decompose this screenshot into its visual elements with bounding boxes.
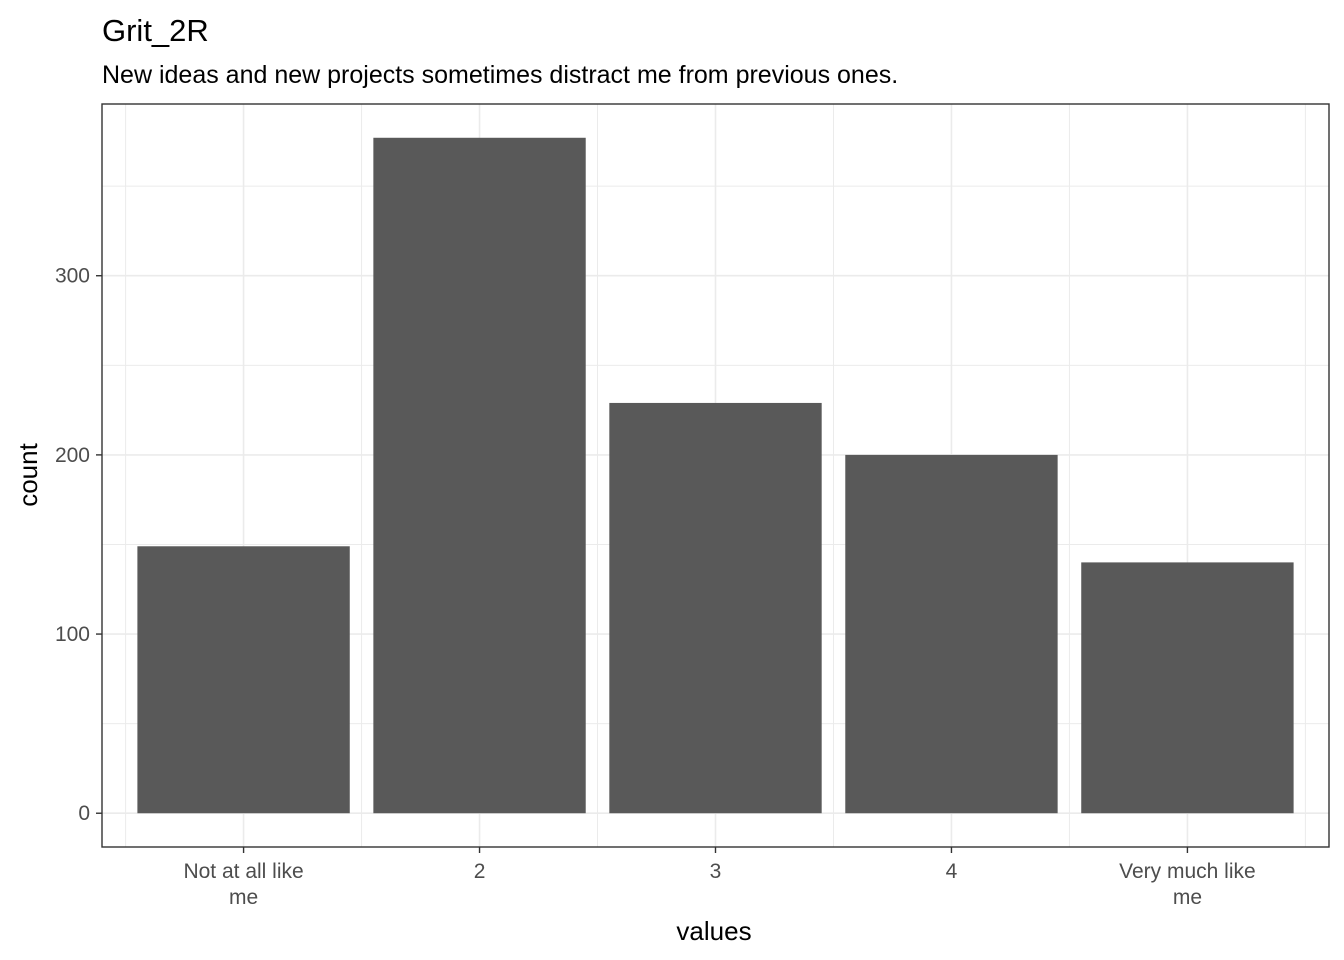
x-tick-label: 2: [474, 860, 486, 883]
bars: [137, 137, 1294, 814]
y-tick-label: 100: [55, 623, 90, 646]
bar: [1081, 562, 1294, 814]
bar: [609, 402, 822, 814]
bar: [137, 546, 350, 814]
x-axis: Not at all like me 2 3 4 Very much like me: [183, 847, 1256, 909]
chart-subtitle: New ideas and new projects sometimes dis…: [102, 61, 898, 89]
chart-title: Grit_2R: [102, 13, 209, 48]
bar: [845, 454, 1058, 814]
y-tick-label: 300: [55, 265, 90, 288]
y-axis-title: count: [13, 442, 43, 506]
x-tick-label: 4: [946, 860, 958, 883]
x-tick-label: 3: [710, 860, 722, 883]
x-tick-label: Very much like me: [1119, 860, 1256, 909]
x-axis-title: values: [676, 916, 751, 946]
bar: [373, 137, 586, 814]
y-tick-label: 200: [55, 444, 90, 467]
y-axis: 0 100 200 300: [55, 265, 102, 825]
y-tick-label: 0: [78, 802, 90, 825]
x-tick-label: Not at all like me: [183, 860, 303, 909]
